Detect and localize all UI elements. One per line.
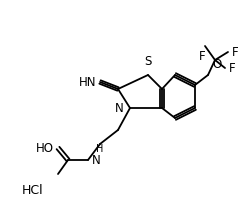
- Text: F: F: [232, 46, 239, 59]
- Text: N: N: [92, 154, 101, 167]
- Text: F: F: [229, 62, 236, 75]
- Text: N: N: [115, 101, 124, 114]
- Text: HN: HN: [79, 75, 96, 88]
- Text: HO: HO: [36, 141, 54, 154]
- Text: S: S: [144, 55, 152, 68]
- Text: F: F: [199, 50, 205, 63]
- Text: H: H: [96, 144, 103, 154]
- Text: O: O: [212, 58, 221, 71]
- Text: HCl: HCl: [22, 183, 44, 196]
